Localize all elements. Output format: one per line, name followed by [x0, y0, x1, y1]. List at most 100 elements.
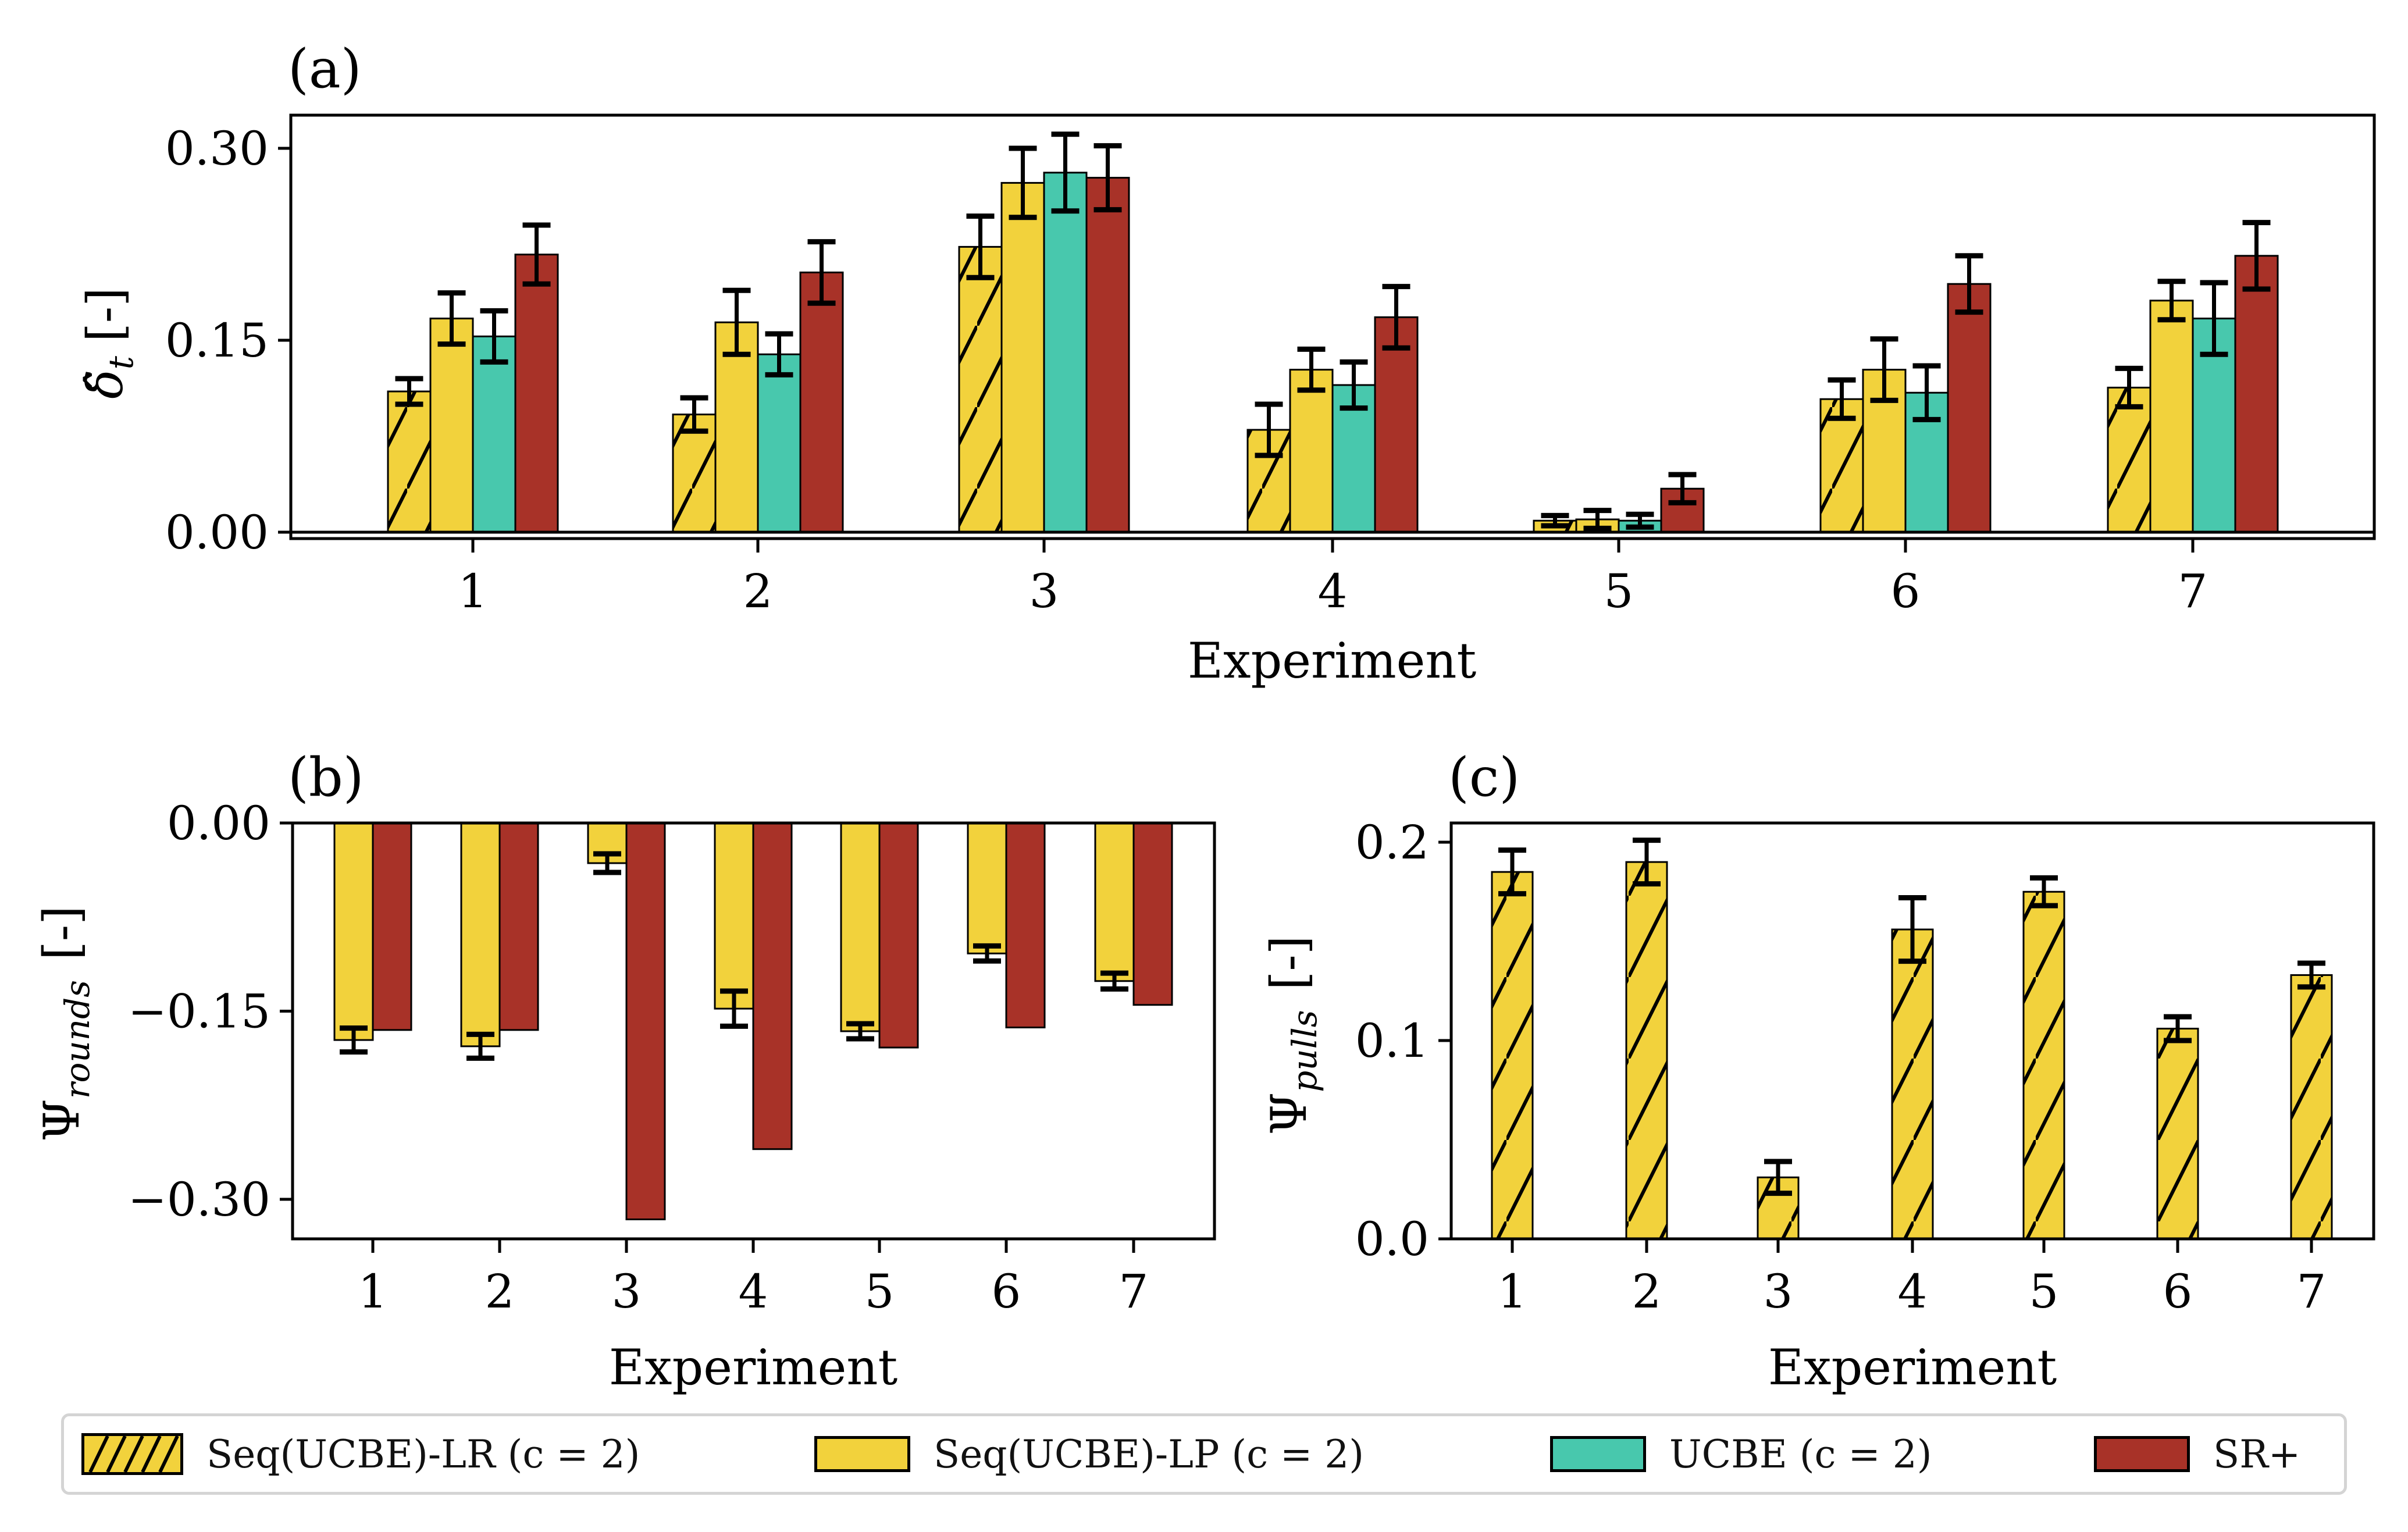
- xtick-label-a-1: 2: [743, 564, 773, 618]
- ytick-label-c-2: 0.2: [1355, 815, 1429, 870]
- errorbar-a-s2-exp5: [1626, 511, 1654, 530]
- bar-c-s0-exp6: [2156, 1028, 2199, 1240]
- bar-b-s1-exp6: [1005, 822, 1046, 1029]
- errorbar-a-s0-exp2: [680, 395, 708, 434]
- ylabel-b-symbol: Ψ: [33, 1099, 90, 1142]
- bar-b-s1-exp5: [878, 822, 919, 1049]
- bar-a-s1-exp1: [429, 318, 474, 533]
- xtick-label-c-1: 2: [1632, 1264, 1662, 1319]
- panel-c: (c) 0.0 0.1 0.2 1 2 3 4 5 6 7 Experiment Ψpulls [-…: [1260, 746, 2375, 1396]
- errorbar-c-s0-exp3: [1764, 1159, 1792, 1196]
- errorbar-a-s1-exp6: [1870, 336, 1898, 403]
- errorbar-b-s0-exp4: [720, 988, 748, 1029]
- errorbar-b-s0-exp7: [1100, 970, 1128, 992]
- xtick-label-c-3: 4: [1898, 1264, 1928, 1319]
- panel-b-xlabel: Experiment: [609, 1339, 898, 1396]
- xtick-label-c-2: 3: [1764, 1264, 1793, 1319]
- bar-b-s0-exp7: [1094, 822, 1135, 982]
- legend-swatch-seq-lp: [814, 1436, 910, 1472]
- errorbar-b-s0-exp5: [846, 1021, 874, 1042]
- ylabel-c-symbol: Ψ: [1260, 1092, 1317, 1135]
- bar-a-s3-exp3: [1085, 177, 1130, 533]
- xtick-label-a-0: 1: [458, 564, 488, 618]
- bar-b-s1-exp3: [625, 822, 666, 1221]
- legend-item-seq-lr: Seq(UCBE)-LR (c = 2): [81, 1416, 640, 1492]
- legend-swatch-ucbe: [1550, 1436, 1646, 1472]
- bar-b-s0-exp5: [840, 822, 881, 1032]
- ytick-label-a-0: 0.00: [165, 505, 269, 560]
- errorbar-b-s0-exp6: [973, 943, 1001, 964]
- errorbar-a-s2-exp7: [2200, 280, 2228, 357]
- bar-b-s0-exp6: [967, 822, 1007, 954]
- errorbar-a-s2-exp1: [480, 308, 508, 365]
- errorbar-a-s2-exp6: [1912, 363, 1941, 422]
- panel-a-axes: 0.00 0.15 0.30 1 2 3 4 5 6 7: [165, 113, 2376, 618]
- bar-a-s2-exp3: [1043, 172, 1088, 533]
- errorbar-a-s3-exp5: [1668, 472, 1697, 505]
- xtick-label-b-5: 6: [992, 1264, 1021, 1319]
- legend-label-sr-plus: SR+: [2213, 1431, 2301, 1477]
- ytick-label-b-0: 0.00: [167, 796, 270, 850]
- ylabel-a-unit: [-]: [77, 287, 134, 342]
- errorbar-a-s1-exp7: [2157, 279, 2186, 323]
- bar-c-s0-exp1: [1491, 871, 1534, 1240]
- xtick-label-a-6: 7: [2178, 564, 2208, 618]
- panel-a-xlabel: Experiment: [1188, 632, 1477, 689]
- bar-b-s1-exp7: [1132, 822, 1173, 1006]
- panel-b-bars: [333, 822, 1173, 1221]
- panel-c-axes: 0.0 0.1 0.2 1 2 3 4 5 6 7: [1355, 815, 2375, 1319]
- legend-item-ucbe: UCBE (c = 2): [1550, 1416, 1932, 1492]
- errorbar-a-s3-exp7: [2242, 220, 2271, 292]
- panel-a: (a) 0.00 0.15 0.30 1 2 3 4 5 6 7 Experiment δ̂t [-…: [77, 38, 2376, 689]
- panel-a-ylabel: δ̂t [-]: [77, 287, 141, 399]
- bar-b-s1-exp4: [752, 822, 793, 1150]
- panel-a-bars: [387, 131, 2279, 533]
- legend-swatch-sr-plus: [2094, 1436, 2190, 1472]
- bar-b-s0-exp1: [333, 822, 374, 1041]
- errorbar-a-s3-exp6: [1955, 253, 1983, 315]
- panel-c-label: (c): [1448, 746, 1520, 808]
- ytick-label-b-2: −0.30: [128, 1173, 270, 1227]
- errorbar-c-s0-exp4: [1898, 895, 1926, 964]
- errorbar-a-s3-exp4: [1382, 284, 1410, 351]
- legend-swatch-seq-lr: [81, 1433, 183, 1475]
- bar-a-s3-exp4: [1374, 316, 1419, 533]
- ytick-label-b-1: −0.15: [128, 985, 270, 1039]
- ylabel-a-symbol: δ̂: [77, 369, 134, 399]
- bar-a-s0-exp2: [672, 414, 717, 533]
- legend-item-sr-plus: SR+: [2094, 1416, 2300, 1492]
- bar-a-s0-exp3: [958, 245, 1003, 533]
- bar-a-s3-exp1: [514, 254, 559, 533]
- bar-a-s1-exp3: [1000, 181, 1045, 533]
- xtick-label-b-6: 7: [1119, 1264, 1149, 1319]
- bar-a-s1-exp7: [2149, 300, 2194, 533]
- ylabel-c-unit: [-]: [1260, 936, 1317, 991]
- bar-a-s3-exp2: [799, 271, 844, 533]
- xtick-label-a-5: 6: [1891, 564, 1921, 618]
- svg-text:Ψrounds[-]: Ψrounds [-]: [33, 906, 97, 1142]
- bar-c-s0-exp4: [1891, 928, 1934, 1240]
- errorbar-a-s1-exp5: [1583, 508, 1612, 531]
- legend: Seq(UCBE)-LR (c = 2) Seq(UCBE)-LP (c = 2…: [61, 1413, 2347, 1495]
- bar-a-s2-exp1: [472, 335, 516, 533]
- xtick-label-b-4: 5: [865, 1264, 895, 1319]
- panel-a-label: (a): [288, 38, 362, 100]
- ylabel-b-subscript: rounds: [58, 980, 97, 1099]
- errorbar-b-s0-exp3: [593, 851, 621, 875]
- panel-b-axes: 0.00 −0.15 −0.30 1 2 3 4 5 6 7: [128, 796, 1216, 1319]
- bar-a-s0-exp1: [387, 390, 432, 533]
- xtick-label-c-5: 6: [2163, 1264, 2193, 1319]
- legend-item-seq-lp: Seq(UCBE)-LP (c = 2): [814, 1416, 1364, 1492]
- panel-b: (b) 0.00 −0.15 −0.30 1 2 3 4 5 6 7 Experiment Ψro…: [33, 746, 1216, 1396]
- errorbar-a-s0-exp4: [1255, 401, 1283, 458]
- errorbar-c-s0-exp5: [2030, 875, 2058, 908]
- errorbar-a-s1-exp1: [437, 290, 466, 347]
- bar-b-s1-exp2: [498, 822, 539, 1031]
- errorbar-a-s0-exp1: [395, 376, 423, 407]
- panel-b-label: (b): [288, 746, 364, 808]
- ytick-label-c-0: 0.0: [1355, 1212, 1429, 1266]
- errorbar-a-s0-exp6: [1828, 377, 1856, 421]
- xtick-label-a-3: 4: [1318, 564, 1348, 618]
- errorbar-a-s2-exp4: [1340, 359, 1368, 411]
